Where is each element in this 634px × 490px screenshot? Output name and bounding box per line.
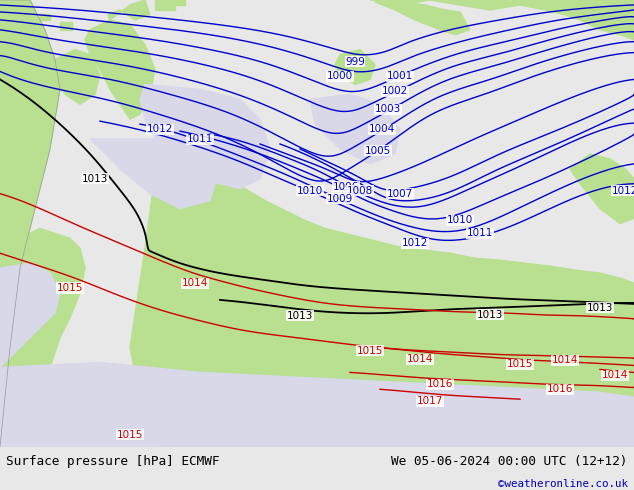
Polygon shape <box>90 139 215 209</box>
Text: 1009: 1009 <box>327 194 353 204</box>
Text: 1007: 1007 <box>387 189 413 198</box>
Polygon shape <box>375 0 470 35</box>
Text: Surface pressure [hPa] ECMWF: Surface pressure [hPa] ECMWF <box>6 456 220 468</box>
Text: 1004: 1004 <box>369 124 395 134</box>
Text: 1015: 1015 <box>57 283 83 293</box>
Text: 1014: 1014 <box>407 354 433 365</box>
Polygon shape <box>0 363 634 447</box>
Text: 1005: 1005 <box>365 146 391 156</box>
Polygon shape <box>170 0 185 5</box>
Polygon shape <box>0 228 85 447</box>
Polygon shape <box>50 49 100 104</box>
Polygon shape <box>570 154 634 223</box>
Text: 1012: 1012 <box>402 238 428 248</box>
Text: 1017: 1017 <box>417 396 443 406</box>
Text: 1008: 1008 <box>347 186 373 196</box>
Text: 1013: 1013 <box>82 174 108 184</box>
Polygon shape <box>335 49 375 84</box>
Text: 1014: 1014 <box>182 278 208 288</box>
Polygon shape <box>0 0 60 447</box>
Polygon shape <box>370 0 634 40</box>
Text: 1000: 1000 <box>327 72 353 81</box>
Polygon shape <box>108 0 150 20</box>
Text: 1014: 1014 <box>602 370 628 380</box>
Text: 1003: 1003 <box>375 104 401 114</box>
Text: We 05-06-2024 00:00 UTC (12+12): We 05-06-2024 00:00 UTC (12+12) <box>391 456 628 468</box>
Text: 999: 999 <box>345 56 365 67</box>
Text: 1013: 1013 <box>287 311 313 321</box>
Text: 1015: 1015 <box>357 345 383 356</box>
Polygon shape <box>155 0 175 10</box>
Polygon shape <box>40 14 50 20</box>
Polygon shape <box>0 0 30 298</box>
Polygon shape <box>140 84 270 189</box>
Text: 1006: 1006 <box>333 182 359 192</box>
Text: 1010: 1010 <box>447 216 473 225</box>
Text: 1013: 1013 <box>587 303 613 313</box>
Text: 1016: 1016 <box>427 379 453 390</box>
Text: 1001: 1001 <box>387 72 413 81</box>
Text: 1012: 1012 <box>612 186 634 196</box>
Text: 1015: 1015 <box>117 430 143 440</box>
Text: 1011: 1011 <box>187 134 213 144</box>
Polygon shape <box>60 22 72 30</box>
Text: 1014: 1014 <box>552 355 578 366</box>
Text: ©weatheronline.co.uk: ©weatheronline.co.uk <box>498 479 628 489</box>
Text: 1010: 1010 <box>297 186 323 196</box>
Text: 1015: 1015 <box>507 360 533 369</box>
Text: 1011: 1011 <box>467 228 493 238</box>
Polygon shape <box>310 95 400 164</box>
Text: 1002: 1002 <box>382 86 408 97</box>
Text: 1012: 1012 <box>147 124 173 134</box>
Text: 1016: 1016 <box>547 384 573 394</box>
Text: 1013: 1013 <box>477 310 503 320</box>
Polygon shape <box>130 139 634 447</box>
Polygon shape <box>0 263 60 368</box>
Polygon shape <box>85 20 155 119</box>
